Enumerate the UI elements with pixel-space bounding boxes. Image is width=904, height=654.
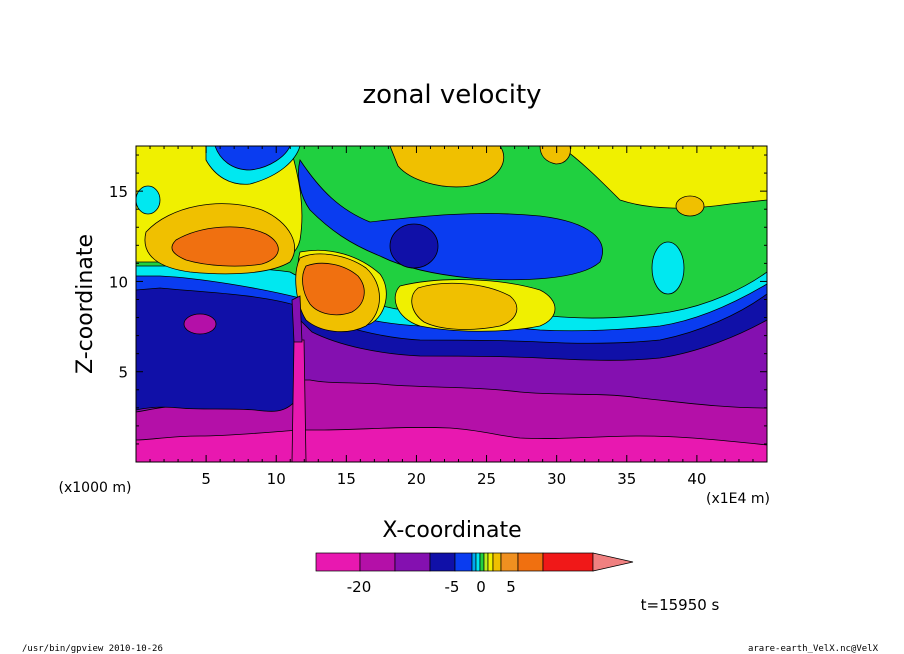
y-tick-label: 15: [109, 183, 128, 201]
colorbar-segment: [359, 552, 396, 572]
band-lightorange-top2: [539, 146, 571, 165]
x-tick-label: 30: [547, 470, 566, 488]
colorbar-segment: [454, 552, 473, 572]
band-lightorange-right: [675, 195, 705, 217]
footer-left: /usr/bin/gpview 2010-10-26: [22, 644, 163, 654]
chart-title: zonal velocity: [362, 80, 541, 110]
y-axis-label: Z-coordinate: [73, 234, 98, 374]
colorbar-segment: [483, 552, 489, 572]
colorbar-segment: [492, 552, 502, 572]
band-pink-column: [291, 339, 307, 462]
colorbar-tick-label: -20: [347, 578, 372, 596]
x-unit-label: (x1E4 m): [706, 491, 770, 507]
band-lightorange-mid: [411, 282, 518, 330]
plot-frame: [135, 145, 768, 463]
contour-field: [136, 146, 767, 462]
band-purple-column: [291, 295, 303, 343]
x-tick-label: 10: [267, 470, 286, 488]
y-axis: 5 10 15: [109, 154, 767, 445]
colorbar-segment: [475, 552, 481, 572]
footer-right: arare-earth_VelX.nc@VelX: [748, 644, 879, 654]
band-orange-jet: [302, 262, 365, 316]
band-blue-top: [214, 146, 291, 171]
band-cyan-left: [136, 185, 161, 215]
x-axis: 5 10 15 20 25 30 35 40: [149, 146, 754, 488]
colorbar-tick-label: 5: [506, 578, 516, 596]
x-tick-label: 25: [477, 470, 496, 488]
colorbar-segment: [542, 552, 594, 572]
band-blue-upper: [298, 159, 603, 281]
colorbar-arrow: [592, 552, 634, 572]
colorbar-segment: [479, 552, 485, 572]
y-tick-label: 10: [109, 273, 128, 291]
colorbar-segment: [471, 552, 477, 572]
colorbar-segment: [517, 552, 544, 572]
band-magenta-blob: [183, 313, 217, 335]
colorbar-segment: [429, 552, 456, 572]
z-unit-label: (x1000 m): [59, 480, 132, 496]
x-tick-label: 35: [617, 470, 636, 488]
colorbar-segment: [315, 552, 361, 572]
band-yellow-top: [380, 146, 767, 209]
colorbar-segment: [487, 552, 494, 572]
band-darkblue-core: [389, 223, 439, 269]
colorbar-tick-label: -5: [445, 578, 460, 596]
x-axis-label: X-coordinate: [382, 518, 521, 543]
band-orange-left: [171, 226, 279, 267]
y-tick-label: 5: [118, 364, 128, 382]
x-tick-label: 40: [687, 470, 706, 488]
x-tick-label: 20: [407, 470, 426, 488]
band-cyan-right: [651, 241, 685, 295]
band-lightorange-top: [389, 146, 505, 188]
x-tick-label: 5: [201, 470, 211, 488]
x-tick-label: 15: [337, 470, 356, 488]
colorbar-segment: [500, 552, 519, 572]
colorbar-tick-label: 0: [476, 578, 486, 596]
colorbar: -20 -5 0 5: [315, 552, 634, 596]
colorbar-segment: [394, 552, 431, 572]
time-label: t=15950 s: [641, 596, 720, 614]
